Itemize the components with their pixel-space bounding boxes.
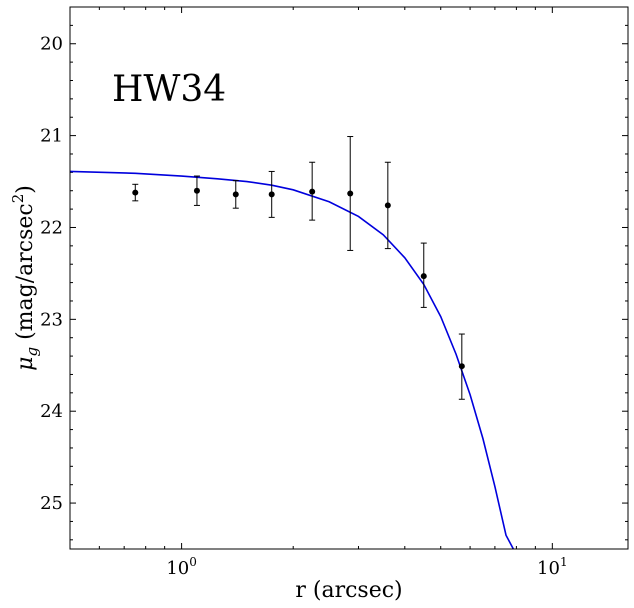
data-point [347, 136, 354, 251]
points-layer [132, 136, 465, 400]
data-marker [232, 191, 239, 198]
data-marker [420, 273, 427, 280]
x-tick-label-base: 10 [537, 558, 560, 579]
y-tick-label: 21 [40, 126, 63, 147]
y-tick-label: 23 [40, 309, 63, 330]
data-marker [347, 190, 354, 197]
data-point [232, 180, 239, 209]
model-layer [69, 170, 515, 550]
y-tick-label: 20 [40, 34, 63, 55]
y-axis-label-subscript: g [23, 347, 41, 357]
y-tick-label: 25 [40, 493, 63, 514]
data-point [193, 175, 200, 206]
data-point [268, 170, 275, 218]
y-axis-label-close: ) [13, 185, 38, 194]
data-marker [309, 188, 316, 195]
x-tick-label: 101 [537, 555, 568, 579]
x-tick-label-exponent: 0 [189, 555, 197, 569]
data-point [132, 183, 139, 202]
data-marker [268, 191, 275, 198]
y-axis-label-superscript: 2 [9, 194, 27, 204]
y-tick-label: 24 [40, 401, 63, 422]
data-marker [384, 202, 391, 209]
data-point [458, 333, 465, 400]
y-axis-label: μg (mag/arcsec2) [9, 185, 41, 371]
y-axis-label-unit: (mag/arcsec [13, 203, 38, 347]
data-marker [458, 363, 465, 370]
data-point [309, 161, 316, 221]
plot-frame [69, 6, 629, 550]
data-marker [193, 187, 200, 194]
data-marker [132, 189, 139, 196]
object-name-annotation: HW34 [112, 69, 226, 110]
y-axis-label-symbol: μ [13, 357, 38, 371]
data-point [420, 242, 427, 308]
x-tick-label-base: 10 [166, 558, 189, 579]
x-axis-label: r (arcsec) [295, 578, 402, 603]
data-point [384, 161, 391, 250]
model-profile-line [69, 170, 515, 550]
y-tick-label: 22 [40, 217, 63, 238]
x-tick-label: 100 [166, 555, 197, 579]
x-tick-label-exponent: 1 [560, 555, 568, 569]
